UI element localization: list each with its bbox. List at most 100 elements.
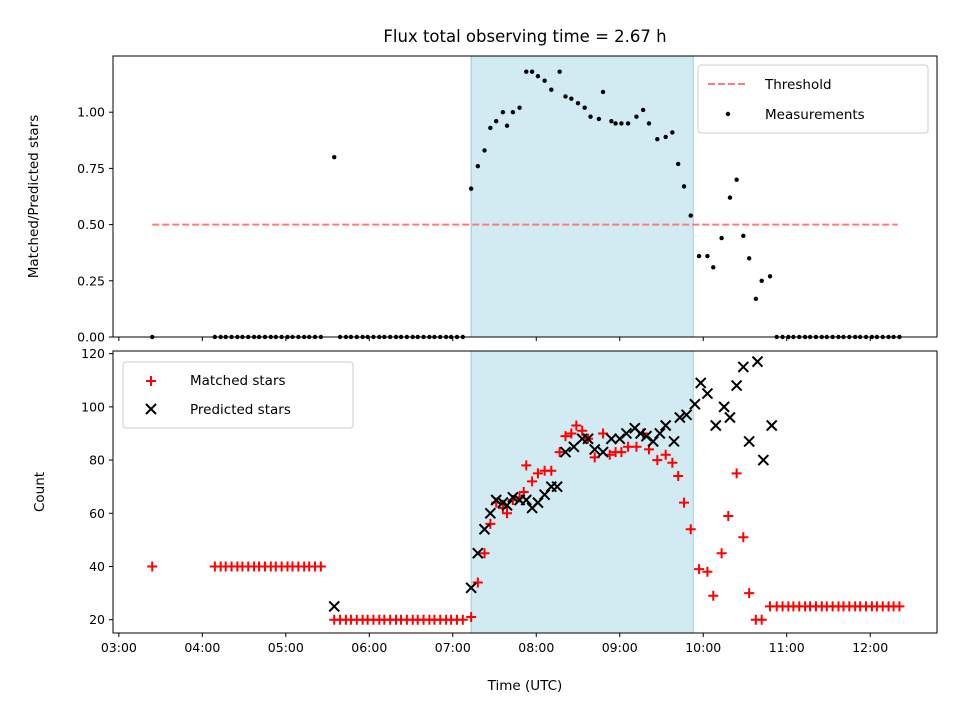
y-tick-label: 60 <box>89 506 105 521</box>
matched-star-point <box>466 612 477 623</box>
predicted-star-point <box>620 427 633 440</box>
measurement-point <box>741 233 746 239</box>
measurement-point <box>557 69 562 74</box>
predicted-star-point <box>718 401 730 413</box>
measurement-point <box>613 121 618 126</box>
x-tick-label: 09:00 <box>602 640 638 655</box>
measurement-point <box>655 136 660 142</box>
x-tick-label: 10:00 <box>685 640 721 655</box>
y-tick-label: 0.00 <box>77 330 105 345</box>
matched-star-point <box>497 502 508 513</box>
predicted-star-point <box>751 355 764 368</box>
matched-star-point <box>660 449 671 460</box>
measurement-point <box>646 121 652 126</box>
predicted-star-point <box>689 398 701 410</box>
top-y-axis-ticks: 0.00 0.25 0.50 0.75 1.00 <box>77 105 113 345</box>
top-axes-frame <box>112 55 938 338</box>
measurement-point <box>705 253 710 259</box>
measurement-point <box>493 118 499 124</box>
top-legend: Threshold Measurements <box>697 64 929 134</box>
matched-star-point <box>566 428 577 439</box>
predicted-star-point <box>520 494 532 506</box>
measurement-point <box>675 161 681 167</box>
matched-star-point <box>708 590 719 601</box>
matched-star-point <box>554 447 565 458</box>
measurement-point <box>468 186 474 191</box>
measurements-legend-marker <box>725 111 731 117</box>
predicted-star-point <box>710 419 722 432</box>
measurement-point <box>746 256 752 261</box>
matched-star-point <box>738 532 749 543</box>
predicted-star-point <box>465 582 477 594</box>
measurement-point <box>619 121 624 126</box>
matched-star-point <box>479 548 490 559</box>
measurement-point <box>500 110 506 115</box>
x-tick-label: 05:00 <box>268 640 304 655</box>
measurement-point <box>535 74 541 79</box>
x-tick-label: 12:00 <box>852 640 888 655</box>
top-legend-box <box>697 64 929 134</box>
measurement-point <box>727 195 733 200</box>
measurements-legend-label: Measurements <box>765 107 865 123</box>
predicted-star-point <box>668 435 680 448</box>
predicted-star-point <box>765 419 778 432</box>
predicted-star-point <box>701 387 714 400</box>
measurement-point <box>767 274 773 279</box>
measurement-point <box>753 296 759 301</box>
matched-star-point <box>623 441 634 452</box>
y-tick-label: 120 <box>81 346 105 361</box>
shaded-observing-window <box>470 350 694 634</box>
bottom-legend-box <box>122 361 354 429</box>
top-panel: Flux total observing time = 2.67 h 0.000… <box>26 27 938 345</box>
x-tick-label: 06:00 <box>351 640 387 655</box>
y-tick-label: 0.50 <box>77 217 105 232</box>
measurement-point <box>510 110 516 115</box>
x-tick-label: 03:00 <box>101 640 137 655</box>
predicted-stars-series <box>328 355 778 613</box>
predicted-stars-legend-marker <box>145 403 157 415</box>
measurement-point <box>609 118 614 124</box>
measurement-point <box>734 177 739 182</box>
predicted-star-point <box>724 411 736 424</box>
measurement-point <box>663 134 668 140</box>
matched-star-point <box>485 518 496 529</box>
top-y-axis-label: Matched/Predicted stars <box>26 115 42 278</box>
measurement-point <box>475 163 481 169</box>
matched-star-point <box>894 601 905 612</box>
predicted-star-point <box>478 523 491 535</box>
predicted-star-point <box>328 600 340 613</box>
measurement-point <box>625 121 631 126</box>
measurement-point <box>332 154 337 160</box>
bottom-panel: 20 40 60 80 100 120 03:00 04:00 05:00 06:00 07:00… <box>32 346 938 694</box>
predicted-star-point <box>654 427 666 440</box>
matched-star-point <box>571 420 582 431</box>
predicted-star-point <box>695 377 707 389</box>
measurement-point <box>634 114 639 119</box>
y-tick-label: 80 <box>89 453 105 468</box>
measurement-point <box>688 213 693 218</box>
measurement-point <box>582 105 587 110</box>
threshold-legend-label: Threshold <box>764 77 832 93</box>
measurement-point <box>711 265 716 270</box>
measurement-point <box>696 253 702 259</box>
bottom-x-axis-ticks: 03:00 04:00 05:00 06:00 07:00 08:00 09:00 10:00… <box>101 633 888 655</box>
predicted-star-point <box>659 419 672 432</box>
predicted-star-point <box>680 409 693 421</box>
y-tick-label: 0.25 <box>77 273 105 288</box>
predicted-star-point <box>674 411 686 424</box>
matched-star-point <box>527 476 538 487</box>
measurement-point <box>759 278 764 283</box>
x-tick-label: 11:00 <box>769 640 805 655</box>
predicted-star-point <box>507 491 519 504</box>
matched-star-point <box>521 460 532 471</box>
measurement-point <box>670 130 675 135</box>
matched-star-point <box>702 566 713 577</box>
predicted-star-point <box>582 433 594 445</box>
predicted-star-point <box>472 547 484 559</box>
matched-star-point <box>560 431 571 442</box>
measurement-point <box>529 69 535 74</box>
predicted-star-point <box>551 480 563 493</box>
matched-star-point <box>667 457 678 468</box>
matched-star-point <box>673 471 684 482</box>
y-tick-label: 100 <box>81 399 105 414</box>
